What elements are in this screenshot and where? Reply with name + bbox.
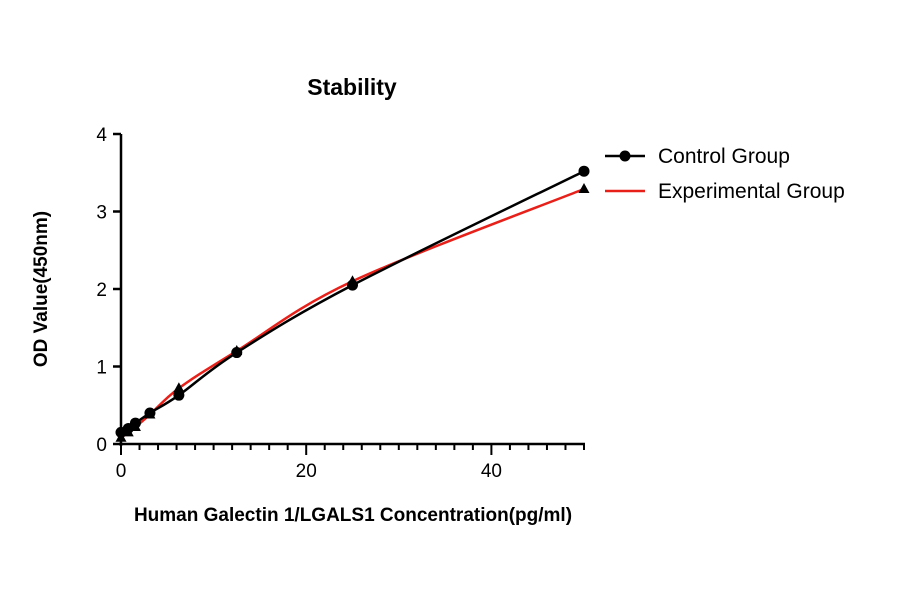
x-tick-label: 20 (296, 461, 317, 482)
data-point-triangle (129, 420, 141, 431)
data-point-circle (578, 165, 590, 177)
x-axis-label: Human Galectin 1/LGALS1 Concentration(pg… (134, 505, 572, 526)
legend-marker-circle (619, 150, 631, 162)
y-tick-label: 4 (96, 125, 107, 146)
y-tick-label: 3 (96, 203, 107, 224)
fit-curve-control-group (120, 170, 585, 434)
y-tick-label: 2 (96, 280, 107, 301)
legend-label: Experimental Group (658, 180, 845, 203)
y-tick-label: 0 (96, 435, 107, 456)
data-point-triangle (144, 408, 156, 419)
x-tick-label: 40 (481, 461, 502, 482)
chart-title: Stability (307, 74, 397, 100)
y-tick-label: 1 (96, 358, 107, 379)
y-axis-label: OD Value(450nm) (31, 211, 52, 367)
data-point-triangle (173, 382, 185, 393)
data-point-triangle (231, 345, 243, 355)
data-point-circle (173, 389, 185, 401)
legend-label: Control Group (658, 145, 790, 168)
fit-curve-experimental-group (120, 187, 585, 439)
data-point-triangle (115, 431, 127, 442)
x-tick-label: 0 (116, 461, 127, 482)
data-point-triangle (122, 426, 134, 437)
data-point-triangle (578, 183, 590, 194)
data-point-triangle (347, 275, 358, 286)
